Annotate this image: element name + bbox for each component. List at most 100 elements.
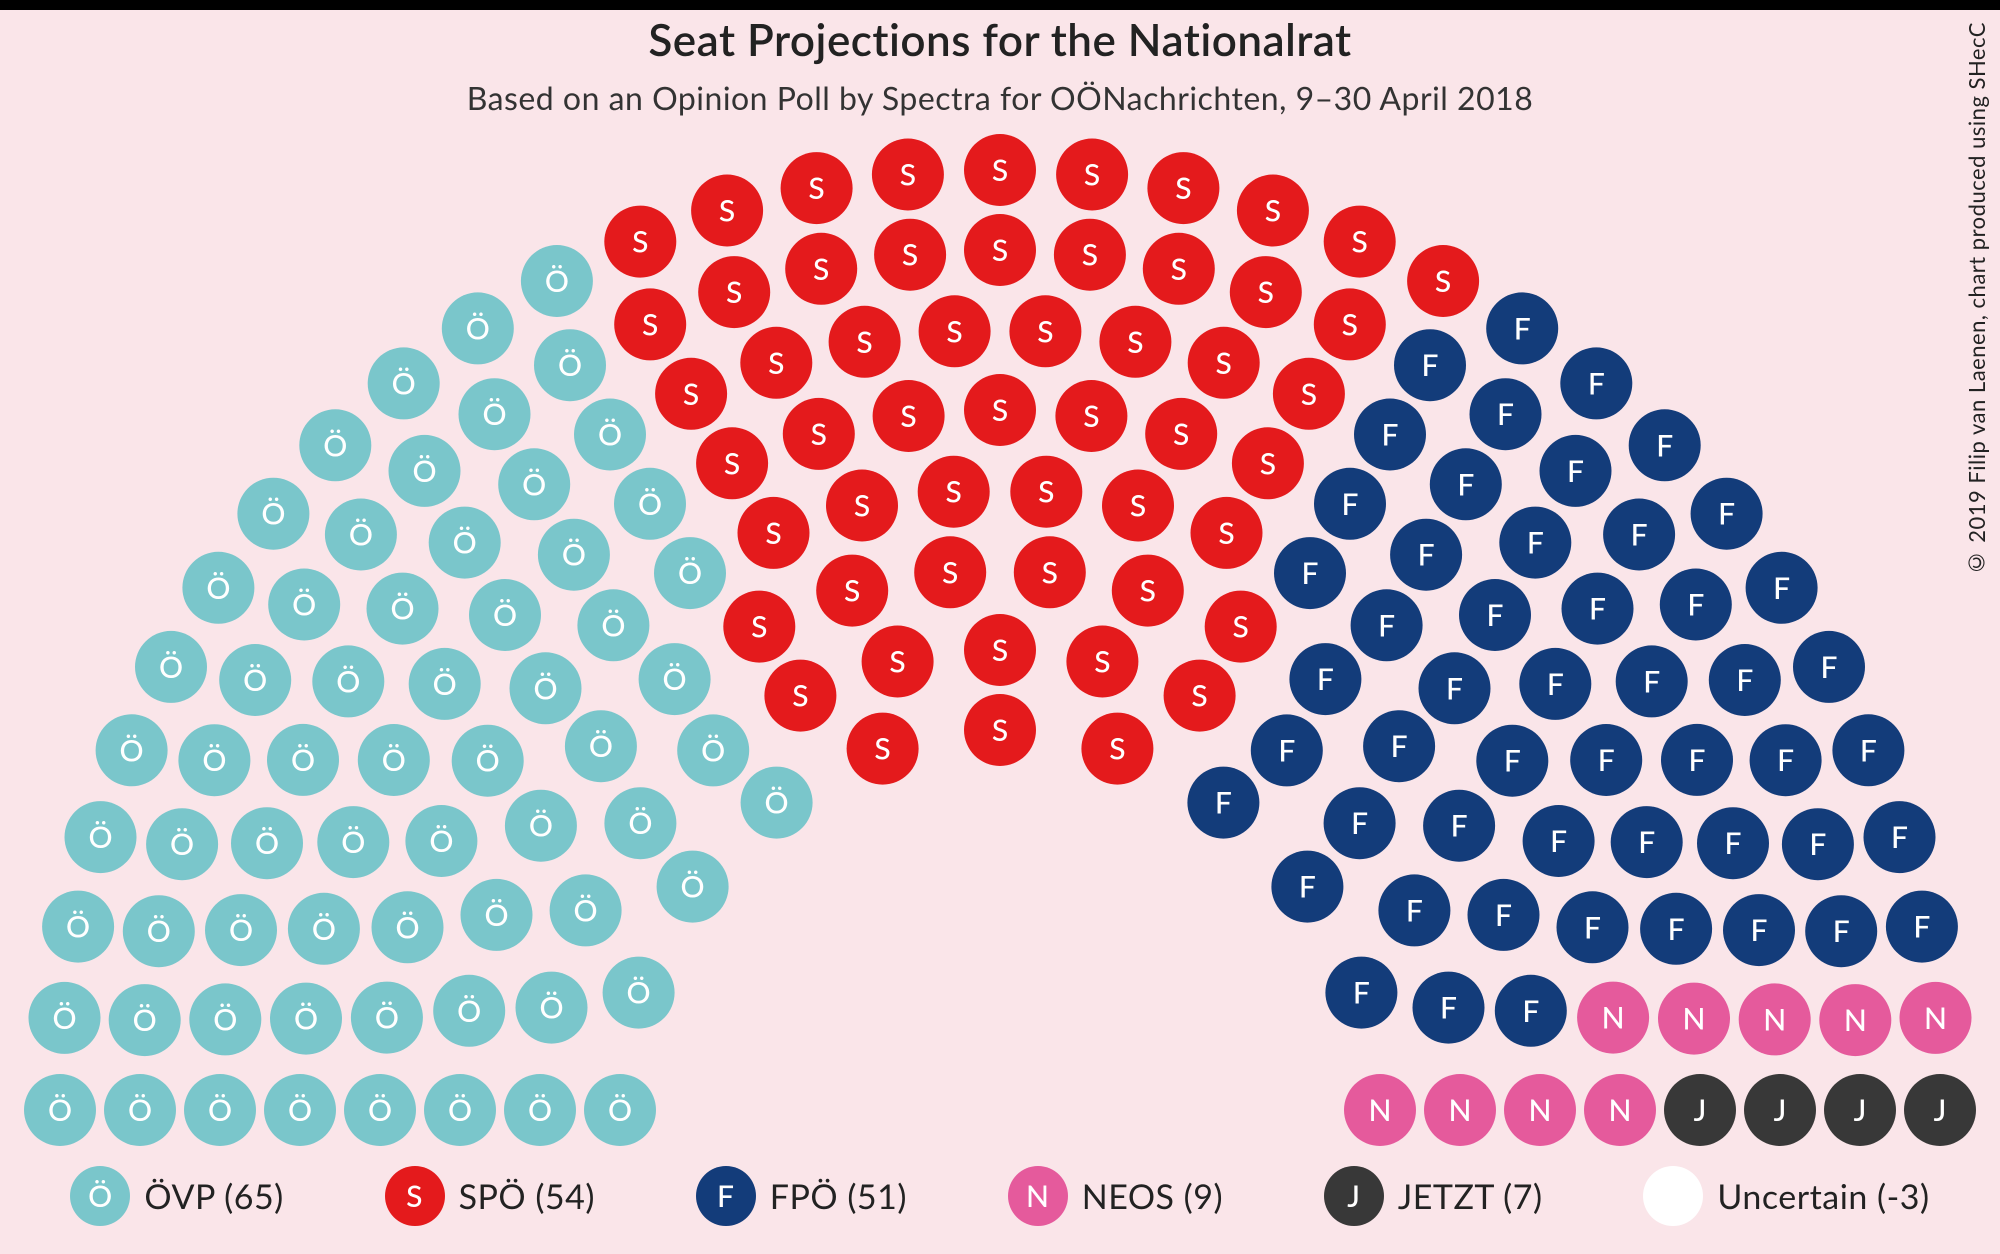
seat-ovp: Ö [219, 644, 291, 716]
svg-text:Ö: Ö [255, 825, 279, 861]
seat-fpo: F [1746, 552, 1818, 624]
svg-text:S: S [874, 731, 890, 767]
svg-text:Ö: Ö [375, 1000, 399, 1036]
svg-text:F: F [1668, 911, 1685, 947]
seat-ovp: Ö [344, 1074, 416, 1146]
seat-fpo: F [1413, 972, 1485, 1044]
svg-text:S: S [992, 392, 1008, 428]
seat-fpo: F [1629, 409, 1701, 481]
svg-text:S: S [900, 157, 916, 193]
legend-label-ovp: ÖVP (65) [144, 1176, 283, 1217]
svg-text:S: S [1127, 324, 1143, 360]
svg-text:Ö: Ö [66, 909, 90, 945]
seat-fpo: F [1363, 710, 1435, 782]
svg-text:Ö: Ö [562, 537, 586, 573]
seat-jetzt: J [1824, 1074, 1896, 1146]
svg-text:S: S [1216, 345, 1232, 381]
seat-spo: S [691, 175, 763, 247]
seat-ovp: Ö [42, 891, 114, 963]
seat-fpo: F [1354, 399, 1426, 471]
seat-spo: S [918, 456, 990, 528]
svg-text:F: F [1598, 742, 1615, 778]
svg-text:S: S [768, 345, 784, 381]
seat-fpo: F [1709, 644, 1781, 716]
seat-spo: S [1164, 660, 1236, 732]
svg-text:S: S [1265, 193, 1281, 229]
svg-text:S: S [1175, 170, 1191, 206]
svg-text:S: S [900, 398, 916, 434]
seat-spo: S [919, 295, 991, 367]
svg-text:S: S [1140, 573, 1156, 609]
seat-ovp: Ö [368, 347, 440, 419]
seat-fpo: F [1314, 468, 1386, 540]
svg-text:Ö: Ö [336, 663, 360, 699]
svg-text:F: F [1687, 587, 1704, 623]
svg-text:Ö: Ö [627, 975, 651, 1011]
svg-text:F: F [1584, 909, 1601, 945]
svg-text:Ö: Ö [229, 912, 253, 948]
seat-ovp: Ö [574, 399, 646, 471]
svg-text:F: F [1588, 365, 1605, 401]
seat-ovp: Ö [317, 806, 389, 878]
svg-text:S: S [1094, 644, 1110, 680]
svg-text:S: S [813, 251, 829, 287]
seat-spo: S [964, 214, 1036, 286]
legend-swatch-neos: N [1008, 1166, 1068, 1226]
seat-ovp: Ö [24, 1074, 96, 1146]
seat-fpo: F [1394, 329, 1466, 401]
svg-text:F: F [1406, 892, 1423, 928]
svg-text:Ö: Ö [288, 1092, 312, 1128]
seat-ovp: Ö [184, 1074, 256, 1146]
legend-label-jetzt: JETZT (7) [1398, 1176, 1543, 1217]
legend-label-neos: NEOS (9) [1082, 1176, 1223, 1217]
seat-ovp: Ö [312, 645, 384, 717]
svg-text:F: F [1913, 909, 1930, 945]
svg-text:Ö: Ö [48, 1092, 72, 1128]
seat-fpo: F [1324, 787, 1396, 859]
seat-spo: S [1102, 470, 1174, 542]
seat-neos: N [1504, 1074, 1576, 1146]
svg-text:Ö: Ö [312, 911, 336, 947]
svg-text:F: F [1547, 666, 1564, 702]
seat-ovp: Ö [299, 409, 371, 481]
svg-text:Ö: Ö [390, 591, 414, 627]
seat-ovp: Ö [424, 1074, 496, 1146]
svg-text:F: F [1514, 310, 1531, 346]
svg-text:F: F [1391, 728, 1408, 764]
svg-text:Ö: Ö [120, 732, 144, 768]
seat-fpo: F [1378, 874, 1450, 946]
svg-text:Ö: Ö [701, 732, 725, 768]
svg-text:Ö: Ö [457, 993, 481, 1029]
seat-spo: S [829, 306, 901, 378]
svg-text:F: F [1422, 347, 1439, 383]
legend: ÖÖVP (65)SSPÖ (54)FFPÖ (51)NNEOS (9)JJET… [0, 1166, 2000, 1226]
seat-ovp: Ö [109, 984, 181, 1056]
svg-text:F: F [1718, 496, 1735, 532]
svg-text:F: F [1656, 427, 1673, 463]
seat-ovp: Ö [604, 787, 676, 859]
svg-text:S: S [811, 416, 827, 452]
svg-text:Ö: Ö [484, 897, 508, 933]
seat-ovp: Ö [510, 652, 582, 724]
svg-text:Ö: Ö [628, 805, 652, 841]
seat-ovp: Ö [429, 507, 501, 579]
svg-text:Ö: Ö [291, 742, 315, 778]
seat-spo: S [1188, 327, 1260, 399]
svg-text:N: N [1602, 1000, 1625, 1036]
svg-text:Ö: Ö [412, 453, 436, 489]
seat-ovp: Ö [146, 808, 218, 880]
seat-ovp: Ö [264, 1074, 336, 1146]
svg-text:F: F [1736, 662, 1753, 698]
seat-ovp: Ö [741, 767, 813, 839]
seat-spo: S [1407, 245, 1479, 317]
seat-ovp: Ö [654, 537, 726, 609]
seat-fpo: F [1562, 573, 1634, 645]
seat-spo: S [614, 288, 686, 360]
seat-spo: S [785, 233, 857, 305]
seat-ovp: Ö [270, 983, 342, 1055]
svg-text:Ö: Ö [382, 742, 406, 778]
svg-text:Ö: Ö [589, 728, 613, 764]
seat-ovp: Ö [205, 894, 277, 966]
svg-text:Ö: Ö [395, 909, 419, 945]
svg-text:S: S [856, 324, 872, 360]
